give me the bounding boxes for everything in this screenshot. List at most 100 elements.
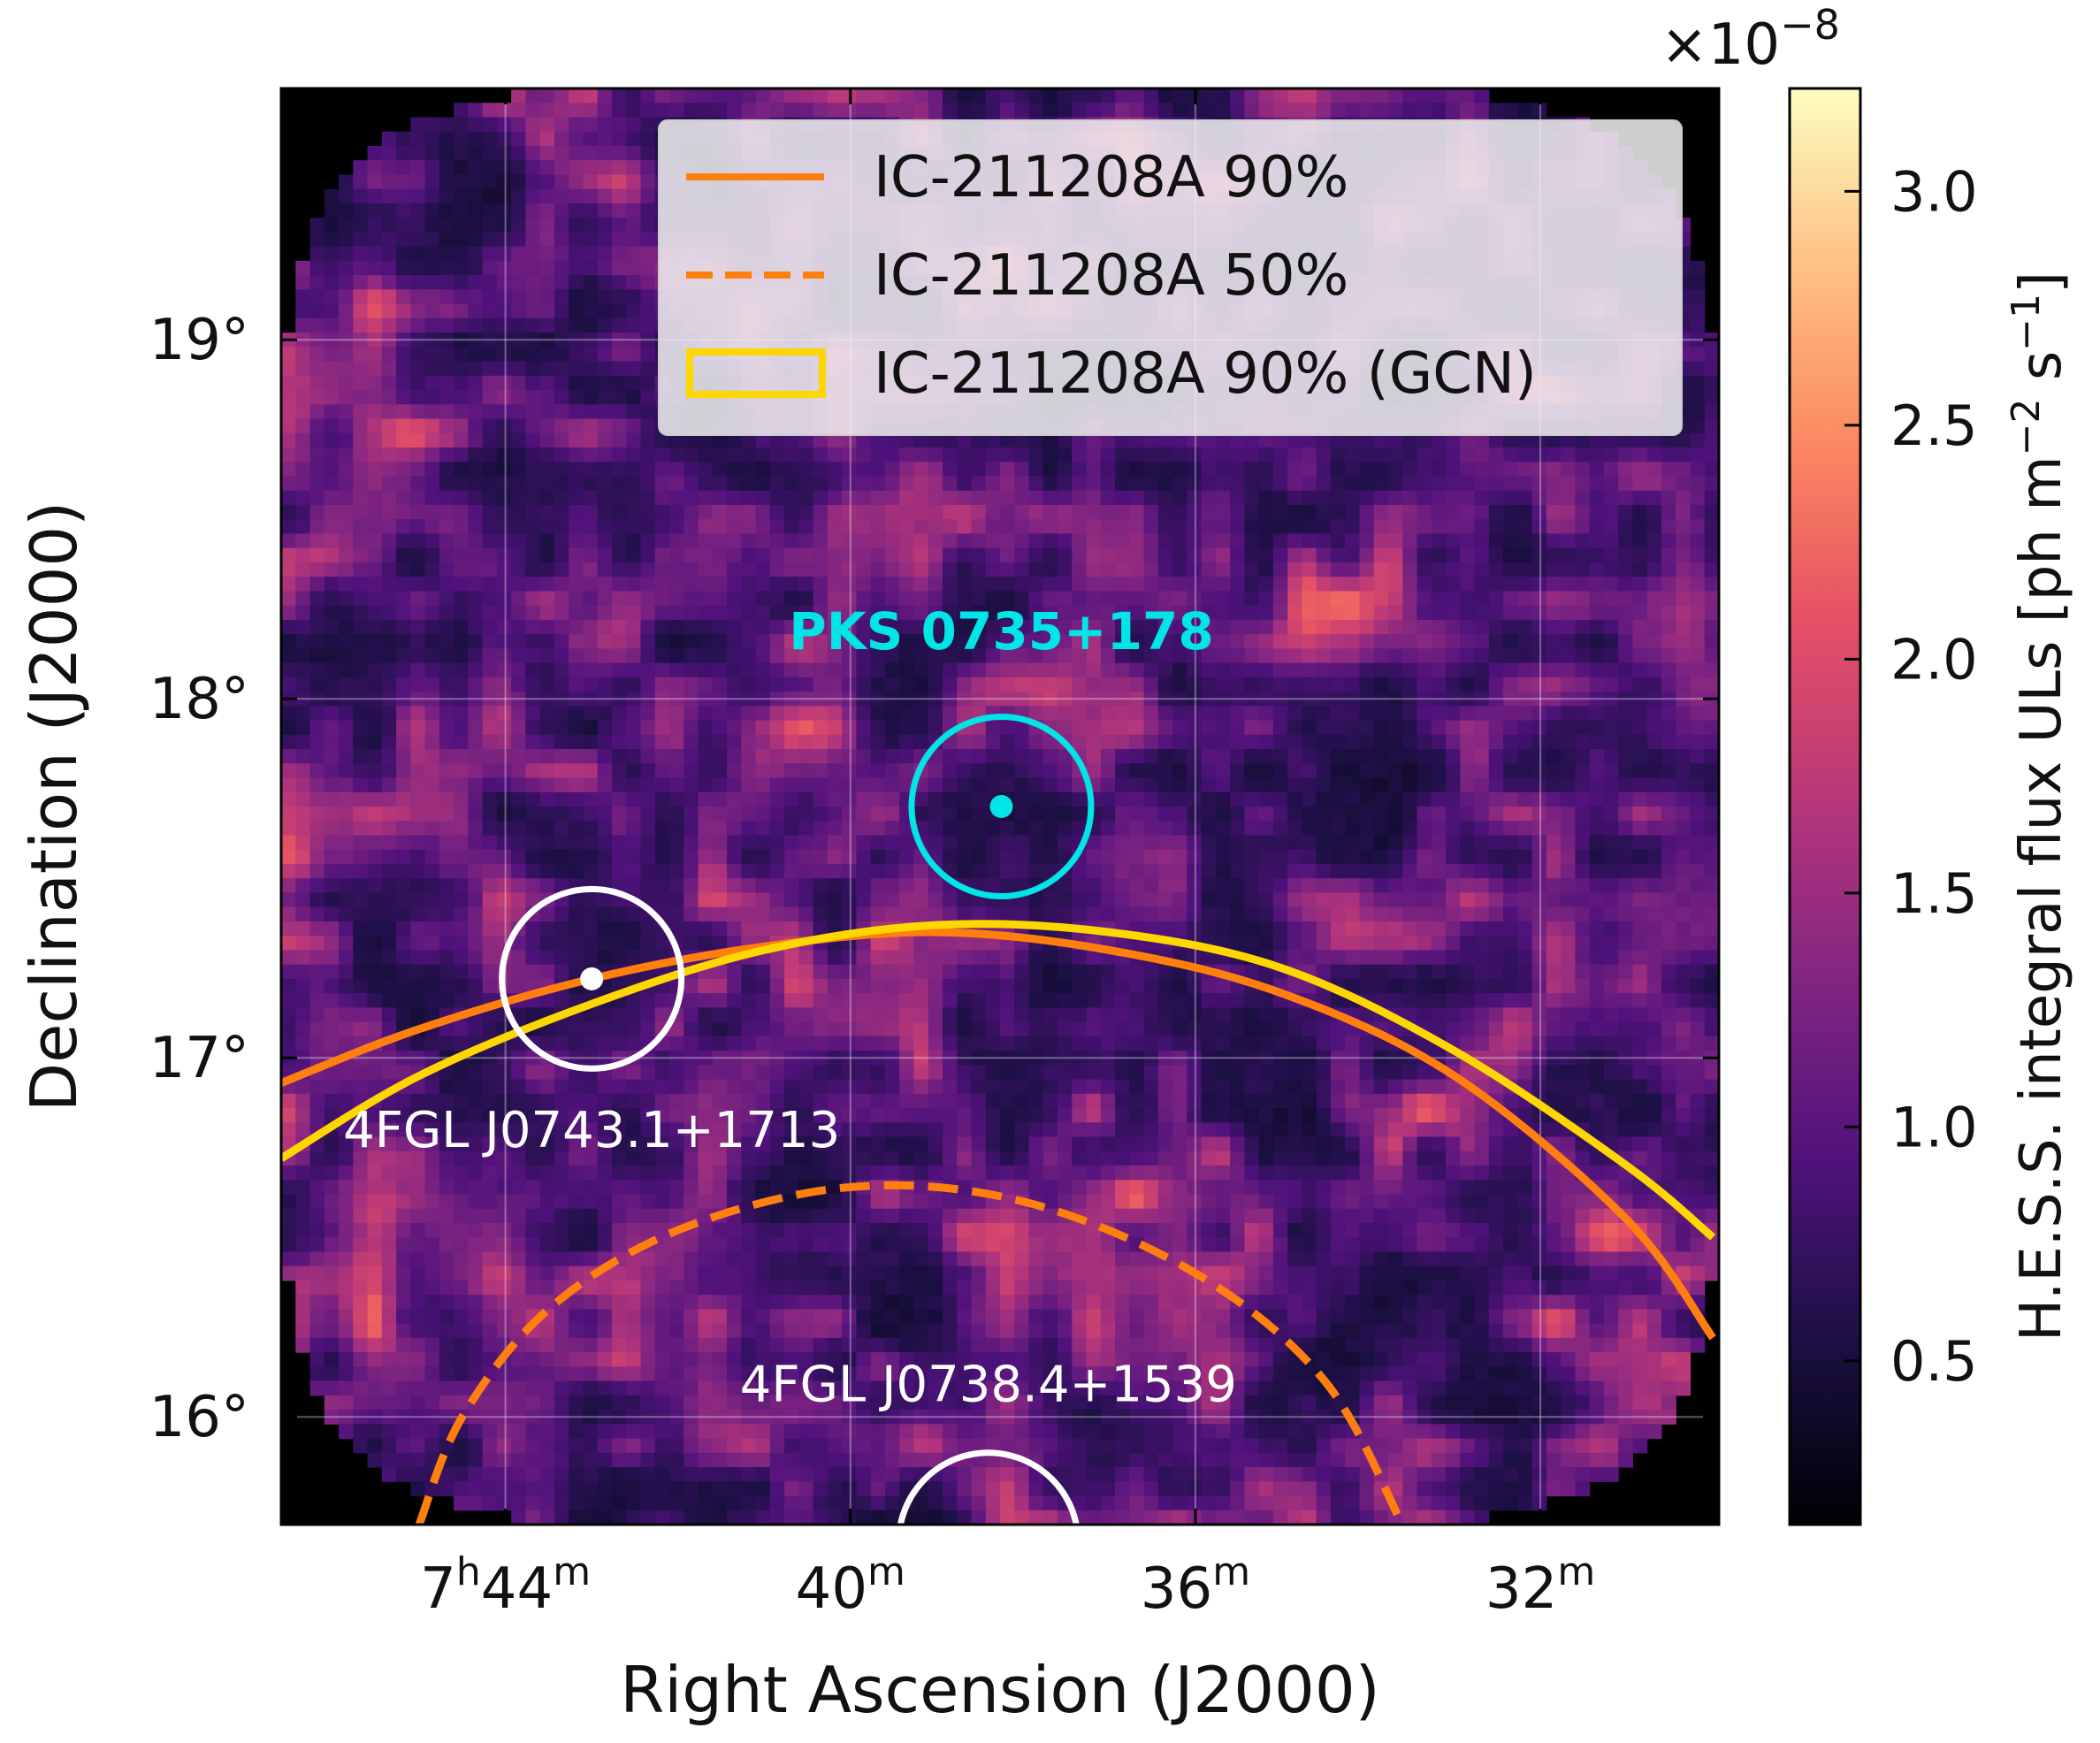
heatmap-cell bbox=[842, 763, 857, 779]
heatmap-cell bbox=[784, 1065, 799, 1081]
heatmap-cell bbox=[640, 1467, 656, 1482]
heatmap-cell bbox=[339, 1380, 354, 1396]
heatmap-cell bbox=[913, 878, 929, 894]
heatmap-cell bbox=[424, 720, 440, 736]
heatmap-cell bbox=[942, 1093, 958, 1109]
heatmap-cell bbox=[755, 591, 771, 607]
heatmap-cell bbox=[367, 547, 383, 563]
heatmap-cell bbox=[482, 289, 498, 305]
heatmap-cell bbox=[856, 1280, 872, 1296]
heatmap-cell bbox=[698, 1208, 714, 1224]
heatmap-cell bbox=[496, 361, 512, 377]
heatmap-cell bbox=[985, 605, 1001, 621]
heatmap-cell bbox=[611, 734, 627, 750]
heatmap-cell bbox=[324, 562, 340, 577]
heatmap-cell bbox=[309, 892, 325, 908]
heatmap-cell bbox=[784, 1007, 799, 1023]
heatmap-cell bbox=[640, 1309, 656, 1325]
heatmap-cell bbox=[554, 88, 569, 103]
heatmap-cell bbox=[654, 1265, 670, 1281]
heatmap-cell bbox=[309, 577, 325, 592]
heatmap-cell bbox=[856, 1265, 872, 1281]
heatmap-cell bbox=[813, 1251, 829, 1267]
heatmap-cell bbox=[309, 878, 325, 894]
heatmap-cell bbox=[798, 1309, 814, 1325]
heatmap-cell bbox=[884, 1208, 900, 1224]
heatmap-cell bbox=[957, 1438, 973, 1454]
heatmap-cell bbox=[511, 174, 527, 190]
heatmap-cell bbox=[654, 734, 670, 750]
heatmap-cell bbox=[597, 605, 613, 621]
heatmap-cell bbox=[295, 835, 311, 851]
heatmap-cell bbox=[727, 605, 742, 621]
heatmap-cell bbox=[353, 1395, 369, 1410]
heatmap-cell bbox=[942, 978, 958, 994]
heatmap-cell bbox=[727, 1481, 742, 1497]
heatmap-cell bbox=[569, 333, 584, 348]
heatmap-cell bbox=[309, 692, 325, 707]
heatmap-cell bbox=[884, 1280, 900, 1296]
heatmap-cell bbox=[309, 1208, 325, 1224]
heatmap-cell bbox=[798, 1395, 814, 1410]
heatmap-cell bbox=[482, 1295, 498, 1310]
heatmap-cell bbox=[396, 519, 411, 535]
heatmap-cell bbox=[410, 246, 426, 262]
heatmap-cell bbox=[583, 1467, 599, 1482]
heatmap-cell bbox=[856, 1065, 872, 1081]
heatmap-cell bbox=[569, 562, 584, 577]
heatmap-cell bbox=[654, 1065, 670, 1081]
heatmap-cell bbox=[741, 1093, 757, 1109]
heatmap-cell bbox=[698, 1438, 714, 1454]
heatmap-cell bbox=[741, 490, 757, 506]
heatmap-cell bbox=[985, 1237, 1001, 1253]
heatmap-cell bbox=[755, 1352, 771, 1367]
heatmap-cell bbox=[741, 462, 757, 478]
heatmap-cell bbox=[410, 706, 426, 722]
heatmap-cell bbox=[339, 476, 354, 492]
heatmap-cell bbox=[353, 677, 369, 692]
heatmap-cell bbox=[424, 863, 440, 879]
heatmap-cell bbox=[554, 863, 569, 879]
heatmap-cell bbox=[468, 375, 484, 391]
heatmap-cell bbox=[741, 1051, 757, 1066]
heatmap-cell bbox=[539, 1079, 555, 1095]
heatmap-cell bbox=[928, 835, 943, 851]
heatmap-cell bbox=[611, 88, 627, 103]
heatmap-cell bbox=[654, 835, 670, 851]
heatmap-cell bbox=[353, 1380, 369, 1396]
heatmap-cell bbox=[525, 88, 541, 103]
heatmap-cell bbox=[496, 1410, 512, 1425]
heatmap-cell bbox=[424, 950, 440, 966]
heatmap-cell bbox=[468, 863, 484, 879]
heatmap-cell bbox=[353, 246, 369, 262]
heatmap-cell bbox=[856, 562, 872, 577]
heatmap-cell bbox=[281, 763, 296, 779]
heatmap-cell bbox=[324, 950, 340, 966]
heatmap-cell bbox=[957, 648, 973, 664]
heatmap-cell bbox=[454, 547, 469, 563]
heatmap-cell bbox=[698, 763, 714, 779]
heatmap-cell bbox=[626, 720, 642, 736]
heatmap-cell bbox=[367, 519, 383, 535]
heatmap-cell bbox=[971, 791, 987, 807]
heatmap-cell bbox=[525, 432, 541, 448]
heatmap-cell bbox=[813, 1079, 829, 1095]
heatmap-cell bbox=[842, 1051, 857, 1066]
heatmap-cell bbox=[511, 1495, 527, 1511]
heatmap-cell bbox=[669, 1495, 684, 1511]
heatmap-cell bbox=[396, 906, 411, 922]
heatmap-cell bbox=[928, 692, 943, 707]
heatmap-cell bbox=[727, 1510, 742, 1525]
heatmap-cell bbox=[698, 677, 714, 692]
heatmap-cell bbox=[525, 1410, 541, 1425]
heatmap-cell bbox=[339, 317, 354, 333]
heatmap-cell bbox=[971, 777, 987, 793]
heatmap-cell bbox=[611, 1438, 627, 1454]
heatmap-cell bbox=[396, 289, 411, 305]
heatmap-cell bbox=[784, 734, 799, 750]
heatmap-cell bbox=[396, 218, 411, 233]
heatmap-cell bbox=[913, 1337, 929, 1353]
heatmap-cell bbox=[769, 1180, 785, 1196]
heatmap-cell bbox=[784, 1467, 799, 1482]
heatmap-cell bbox=[424, 791, 440, 807]
